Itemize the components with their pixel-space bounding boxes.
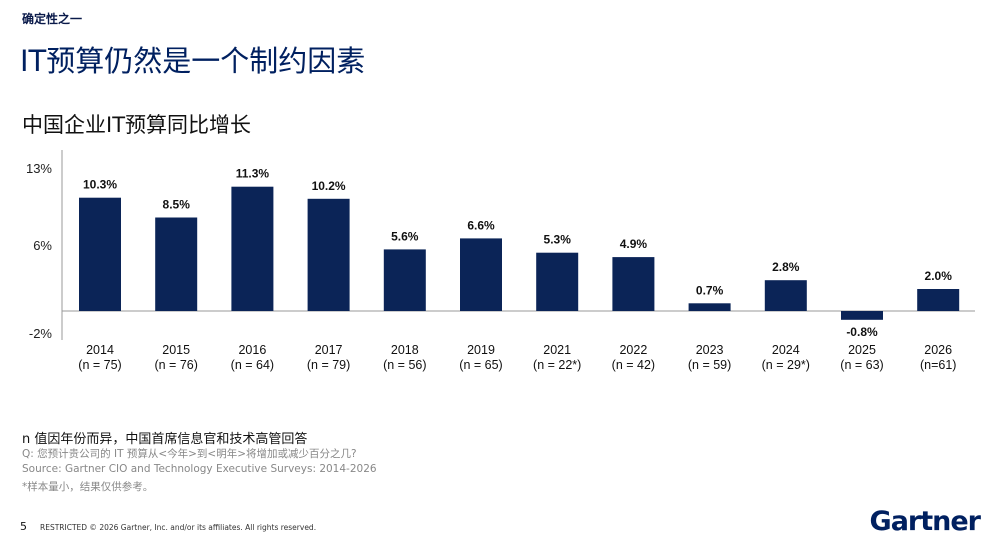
bar-2021 [536, 252, 579, 311]
sample-size-note: n 值因年份而异，中国首席信息官和技术高管回答 [22, 432, 308, 447]
page-number: 5 [20, 520, 27, 533]
bar-2019 [460, 238, 502, 311]
x-tick-label: 2022 [619, 343, 647, 357]
x-tick-label: 2019 [467, 343, 495, 357]
data-label: 4.9% [620, 237, 648, 251]
x-tick-label: 2023 [696, 343, 724, 357]
sample-size-label: (n = 22*) [533, 358, 581, 372]
bar-2015 [155, 217, 198, 311]
bar-2016 [231, 186, 274, 311]
bar-2017 [307, 198, 350, 311]
x-tick-label: 2016 [238, 343, 266, 357]
source-note: Source: Gartner CIO and Technology Execu… [22, 463, 377, 475]
data-label: 5.3% [544, 233, 572, 247]
data-label: 10.3% [83, 178, 117, 192]
x-tick-label: 2026 [924, 343, 952, 357]
page-title: IT预算仍然是一个制约因素 [20, 44, 366, 78]
survey-question: Q: 您预计贵公司的 IT 预算从<今年>到<明年>将增加或减少百分之几? [22, 448, 357, 460]
data-label: 2.0% [925, 269, 953, 283]
x-tick-label: 2021 [543, 343, 571, 357]
sample-size-label: (n = 75) [78, 358, 121, 372]
chart-title: 中国企业IT预算同比增长 [22, 113, 252, 137]
bar-2022 [612, 257, 655, 311]
bar-2023 [688, 303, 731, 311]
sample-size-label: (n = 56) [383, 358, 426, 372]
sample-size-label: (n = 59) [688, 358, 731, 372]
x-tick-label: 2015 [162, 343, 190, 357]
x-tick-label: 2024 [772, 343, 800, 357]
section-kicker: 确定性之一 [22, 12, 83, 26]
copyright: RESTRICTED © 2026 Gartner, Inc. and/or i… [40, 523, 317, 532]
bar-2014 [79, 197, 121, 311]
x-tick-label: 2014 [86, 343, 114, 357]
sample-size-label: (n = 29*) [762, 358, 810, 372]
sample-size-label: (n = 63) [840, 358, 883, 372]
data-label: 10.2% [312, 179, 346, 193]
data-label: 2.8% [772, 260, 800, 274]
bar-2024 [764, 280, 807, 311]
data-label: 6.6% [467, 218, 495, 232]
data-label: 0.7% [696, 283, 724, 297]
sample-size-label: (n = 64) [231, 358, 274, 372]
small-sample-note: *样本量小，结果仅供参考。 [22, 481, 154, 493]
x-tick-label: 2017 [315, 343, 343, 357]
bar-2025 [841, 311, 883, 320]
x-tick-label: 2025 [848, 343, 876, 357]
bar-chart: 13%6%-2% 10.3%2014(n = 75)8.5%2015(n = 7… [26, 150, 975, 372]
sample-size-label: (n = 42) [612, 358, 655, 372]
bar-2018 [383, 249, 426, 311]
y-tick-label: 6% [33, 238, 52, 253]
bar-2026 [917, 289, 960, 311]
data-label: -0.8% [846, 325, 878, 339]
sample-size-label: (n = 65) [459, 358, 502, 372]
sample-size-label: (n = 76) [154, 358, 197, 372]
data-label: 11.3% [236, 167, 270, 181]
sample-size-label: (n=61) [920, 358, 956, 372]
data-label: 5.6% [391, 229, 419, 243]
y-tick-label: -2% [29, 326, 53, 341]
data-label: 8.5% [163, 198, 191, 212]
sample-size-label: (n = 79) [307, 358, 350, 372]
gartner-logo: Gartner [869, 506, 981, 537]
y-tick-label: 13% [26, 161, 52, 176]
x-tick-label: 2018 [391, 343, 419, 357]
